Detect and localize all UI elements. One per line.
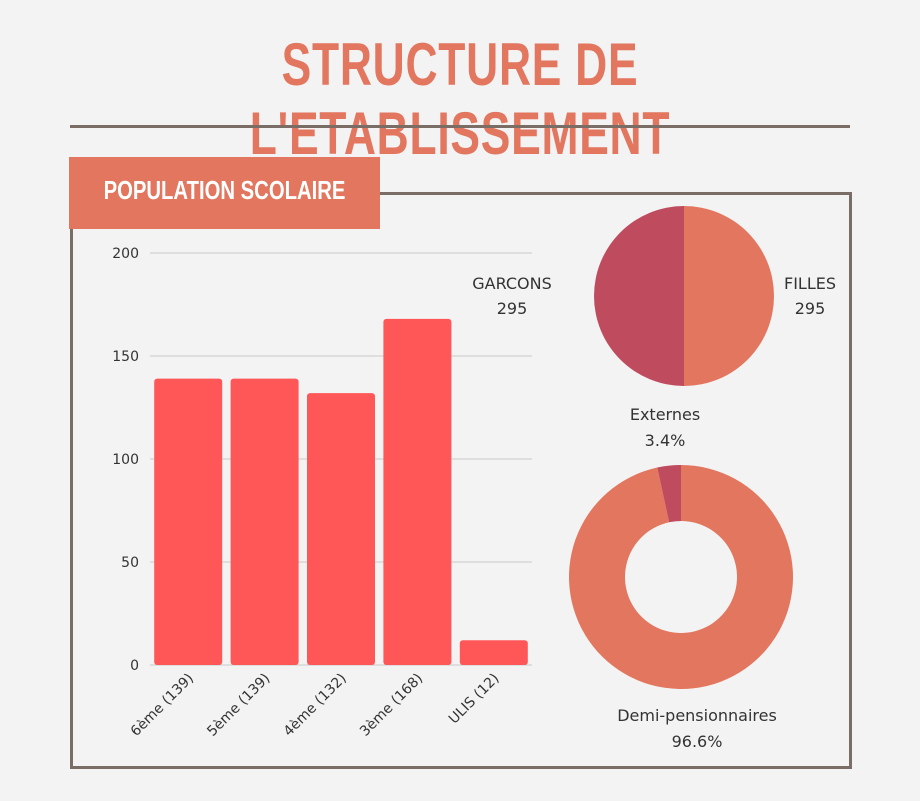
section-tab: POPULATION SCOLAIRE	[69, 157, 380, 229]
y-tick-label: 50	[121, 555, 139, 571]
x-tick-label: 6ème (139)	[128, 671, 197, 740]
donut-slice-externes	[657, 465, 681, 523]
y-tick-label: 0	[130, 658, 139, 674]
pie-value-garcons: 295	[497, 299, 528, 318]
x-tick-label: 4ème (132)	[281, 671, 350, 740]
title-divider	[70, 125, 850, 128]
bar-4	[459, 640, 528, 665]
pie-label-filles: FILLES	[784, 274, 836, 293]
pie-slice-filles	[684, 206, 774, 386]
page-title: STRUCTURE DE L'ETABLISSEMENT	[249, 31, 671, 167]
bar-0	[154, 378, 223, 665]
content-frame	[70, 192, 852, 769]
x-tick-label: ULIS (12)	[446, 671, 503, 728]
pie-slice-garcons	[594, 206, 684, 386]
y-tick-label: 150	[112, 349, 139, 365]
bar-2	[307, 393, 375, 665]
pie-value-filles: 295	[795, 299, 826, 318]
y-tick-label: 100	[112, 452, 139, 468]
donut-label-externes: Externes	[630, 405, 700, 424]
donut-value-demi: 96.6%	[672, 732, 723, 751]
section-title: POPULATION SCOLAIRE	[103, 175, 346, 205]
donut-label-demi: Demi-pensionnaires	[617, 706, 777, 725]
x-tick-label: 3ème (168)	[357, 671, 426, 740]
y-tick-label: 200	[112, 246, 139, 262]
bar-3	[383, 318, 452, 665]
donut-value-externes: 3.4%	[645, 431, 686, 450]
x-tick-label: 5ème (139)	[204, 671, 273, 740]
bar-1	[230, 378, 299, 665]
pie-label-garcons: GARCONS	[472, 274, 552, 293]
donut-slice-demi-pensionnaires	[568, 465, 793, 690]
